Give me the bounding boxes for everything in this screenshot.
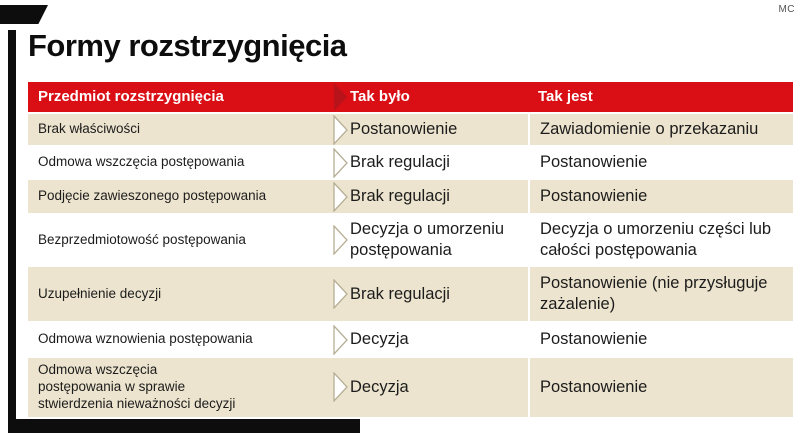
cell-is: Postanowienie	[528, 147, 793, 178]
cell-is: Decyzja o umorzeniu części lub całości p…	[528, 215, 793, 265]
cell-was: Brak regulacji	[350, 187, 450, 206]
table-row: Odmowa wznowienia postępowania Decyzja P…	[28, 323, 793, 358]
arrow-right-icon	[333, 147, 348, 178]
table-row: Odmowa wszczęcia postępowania Brak regul…	[28, 147, 793, 180]
cell-subject: Odmowa wznowienia postępowania	[28, 323, 348, 356]
cell-is: Postanowienie (nie przysługuje zażalenie…	[528, 267, 793, 321]
table-row: Podjęcie zawieszonego postępowania Brak …	[28, 180, 793, 215]
cell-was: Brak regulacji	[350, 153, 450, 172]
subject-text: Odmowa wznowienia postępowania	[38, 331, 253, 347]
subject-text: Odmowa wszczęcia postępowania w sprawie …	[38, 362, 236, 411]
cell-was: Decyzja	[350, 378, 409, 396]
left-black-bar	[8, 30, 16, 433]
cell-subject: Bezprzedmiotowość postępowania	[28, 215, 348, 265]
subject-text: Uzupełnienie decyzji	[38, 285, 162, 301]
subject-text: Brak właściwości	[38, 121, 141, 137]
credit-text: MC	[778, 4, 795, 15]
cell-was: Decyzja o umorzeniu postępowania	[350, 220, 505, 259]
cell-is: Postanowienie	[528, 180, 793, 213]
cell-subject: Uzupełnienie decyzji	[28, 267, 348, 321]
arrow-right-icon	[334, 83, 347, 111]
arrow-right-icon	[333, 372, 348, 403]
cell-subject: Brak właściwości	[28, 114, 348, 145]
resolution-table: Przedmiot rozstrzygnięcia Tak było Tak j…	[28, 82, 793, 419]
header-subject-label: Przedmiot rozstrzygnięcia	[38, 87, 224, 105]
subject-text: Bezprzedmiotowość postępowania	[38, 231, 246, 247]
table-row: Brak właściwości Postanowienie Zawiadomi…	[28, 114, 793, 147]
header-cell-was: Tak było	[350, 87, 410, 105]
table-row: Odmowa wszczęcia postępowania w sprawie …	[28, 358, 793, 419]
arrow-right-icon	[333, 114, 348, 145]
subject-text: Odmowa wszczęcia postępowania	[38, 154, 245, 170]
cell-is: Postanowienie	[528, 323, 793, 356]
corner-flag-decoration	[0, 5, 48, 24]
arrow-right-icon	[333, 181, 348, 212]
cell-is: Postanowienie	[528, 358, 793, 417]
page-title: Formy rozstrzygnięcia	[28, 28, 347, 63]
cell-was: Brak regulacji	[350, 284, 450, 303]
table-header-row: Przedmiot rozstrzygnięcia Tak było Tak j…	[28, 82, 793, 114]
cell-subject: Odmowa wszczęcia postępowania	[28, 147, 348, 178]
table-row: Bezprzedmiotowość postępowania Decyzja o…	[28, 215, 793, 267]
arrow-right-icon	[333, 225, 348, 255]
arrow-right-icon	[333, 279, 348, 309]
header-cell-is: Tak jest	[538, 87, 593, 105]
subject-text: Podjęcie zawieszonego postępowania	[38, 188, 267, 204]
table-row: Uzupełnienie decyzji Brak regulacji Post…	[28, 267, 793, 323]
cell-subject: Odmowa wszczęcia postępowania w sprawie …	[28, 358, 348, 417]
cell-is: Zawiadomienie o przekazaniu	[528, 114, 793, 145]
bottom-black-bar	[8, 419, 360, 433]
arrow-right-icon	[333, 324, 348, 355]
cell-subject: Podjęcie zawieszonego postępowania	[28, 180, 348, 213]
cell-was: Postanowienie	[350, 120, 458, 139]
cell-was: Decyzja	[350, 330, 409, 349]
header-cell-subject: Przedmiot rozstrzygnięcia	[28, 82, 347, 112]
